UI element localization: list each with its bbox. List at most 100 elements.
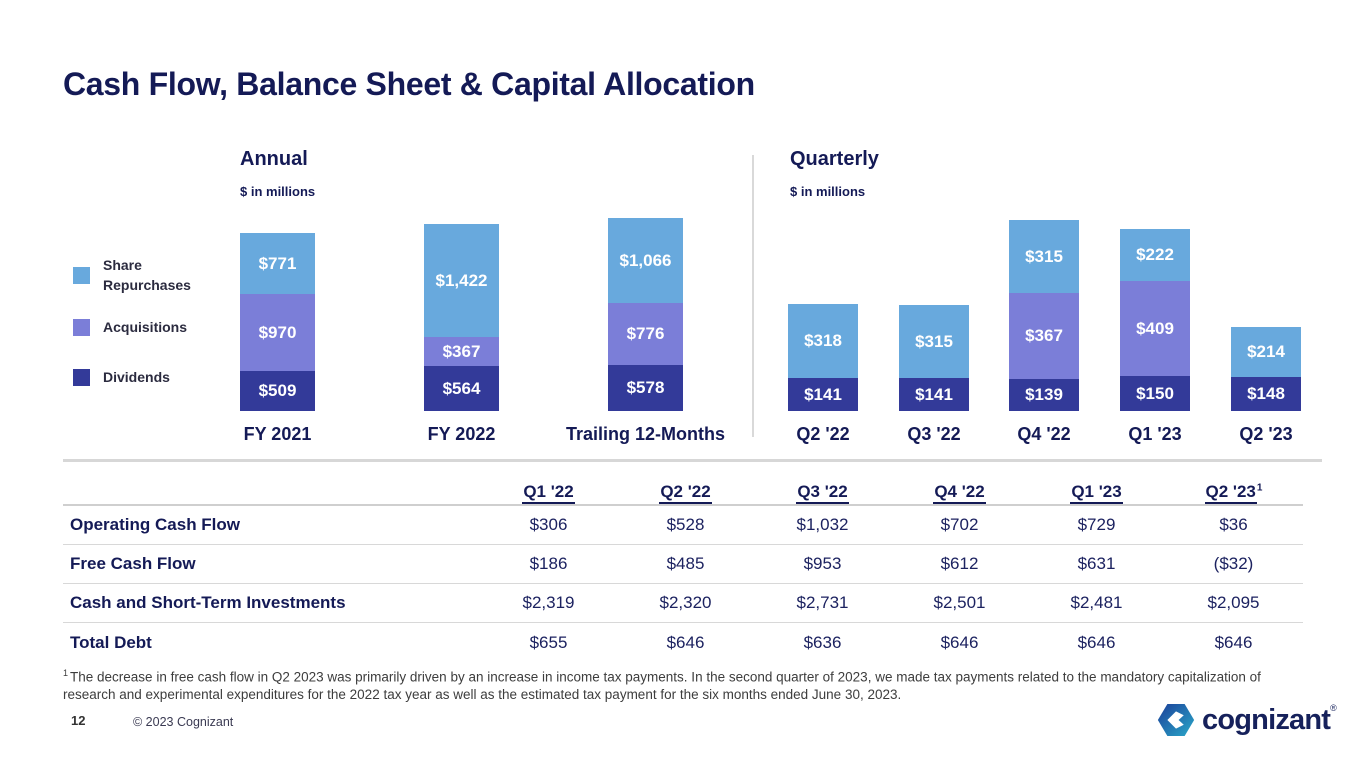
- table-header-row: Q1 '22 Q2 '22 Q3 '22 Q4 '22 Q1 '23 Q2 '231: [63, 479, 1303, 506]
- table-cell-value: $636: [803, 632, 842, 652]
- table-cell-value: $485: [666, 554, 705, 573]
- financial-table: Q1 '22 Q2 '22 Q3 '22 Q4 '22 Q1 '23 Q2 '231 Ope…: [63, 479, 1303, 662]
- table-column-header: Q2 '231: [1165, 481, 1302, 504]
- column-header-label: Q1 '22: [522, 481, 575, 504]
- table-cell-value: $953: [803, 554, 842, 573]
- row-label: Free Cash Flow: [70, 554, 196, 573]
- stacked-bar: $578 $776 $1,066: [608, 218, 683, 411]
- bar-value-label: $970: [258, 322, 297, 342]
- table-cell-value: $646: [1077, 632, 1116, 652]
- bar-segment-dividends: $564: [424, 366, 499, 411]
- bar-value-label: $150: [1136, 383, 1174, 403]
- page-title: Cash Flow, Balance Sheet & Capital Alloc…: [63, 66, 755, 102]
- bar-segment-dividends: $150: [1120, 376, 1190, 411]
- registered-mark: ®: [1330, 703, 1337, 713]
- table-cell-value: $2,501: [933, 593, 986, 612]
- table-column-header: Q1 '22: [480, 481, 617, 504]
- table-cell-value: $702: [940, 515, 979, 534]
- bar-segment-dividends: $148: [1231, 377, 1301, 411]
- page-number: 12: [71, 713, 86, 728]
- annual-chart-subtitle: $ in millions: [240, 184, 316, 199]
- table-cell-value: $528: [666, 515, 705, 534]
- bar-segment-share-repurchases: $771: [240, 233, 315, 294]
- stacked-bar: $148 $214: [1231, 327, 1301, 411]
- horizontal-divider: [63, 459, 1322, 462]
- category-label: FY 2022: [427, 424, 496, 444]
- bar-value-label: $214: [1247, 342, 1285, 361]
- bar-value-label: $139: [1025, 385, 1063, 404]
- stacked-bar: $139 $367 $315: [1009, 220, 1079, 411]
- table-cell-value: $2,481: [1070, 593, 1123, 612]
- quarterly-chart-subtitle: $ in millions: [790, 184, 866, 199]
- acquisitions-swatch-icon: [73, 318, 90, 336]
- table-cell-value: $631: [1077, 554, 1116, 573]
- bar-value-label: $776: [626, 324, 665, 343]
- row-label: Total Debt: [70, 632, 152, 652]
- bar-segment-share-repurchases: $315: [1009, 220, 1079, 293]
- bar-segment-share-repurchases: $222: [1120, 229, 1190, 281]
- row-label: Cash and Short-Term Investments: [70, 593, 346, 612]
- category-label: Q2 '22: [796, 424, 850, 444]
- stacked-bar: $150 $409 $222: [1120, 229, 1190, 411]
- footnote-superscript: 1: [63, 668, 69, 678]
- bar-segment-acquisitions: $776: [608, 303, 683, 365]
- bar-segment-acquisitions: $970: [240, 294, 315, 371]
- table-cell-value: $646: [1214, 632, 1253, 652]
- bar-segment-acquisitions: $367: [1009, 293, 1079, 379]
- category-label: Q2 '23: [1239, 424, 1293, 444]
- bar-segment-dividends: $141: [899, 378, 969, 411]
- table-cell-value: $186: [529, 554, 568, 573]
- bar-value-label: $564: [442, 378, 481, 398]
- table-column-header: Q3 '22: [754, 481, 891, 504]
- table-cell-value: $612: [940, 554, 979, 573]
- cognizant-wordmark: cognizant: [1202, 703, 1331, 736]
- table-cell-value: $2,320: [659, 593, 712, 612]
- bar-value-label: $141: [915, 384, 953, 404]
- bar-segment-share-repurchases: $315: [899, 305, 969, 378]
- bar-value-label: $367: [1025, 326, 1063, 345]
- bar-segment-dividends: $578: [608, 365, 683, 411]
- column-header-label: Q3 '22: [796, 481, 849, 504]
- bar-segment-dividends: $509: [240, 371, 315, 411]
- bar-value-label: $315: [1025, 246, 1063, 266]
- row-label: Operating Cash Flow: [70, 515, 241, 534]
- bar-value-label: $141: [804, 384, 842, 404]
- table-cell-value: $729: [1077, 515, 1116, 534]
- category-label: Q1 '23: [1128, 424, 1182, 444]
- table-cell-value: $2,319: [522, 593, 575, 612]
- column-header-label: Q2 '23: [1204, 481, 1257, 504]
- stacked-bar: $509 $970 $771: [240, 233, 315, 411]
- category-label: Q3 '22: [907, 424, 961, 444]
- table-cell-value: $306: [529, 515, 568, 534]
- bar-segment-dividends: $139: [1009, 379, 1079, 411]
- footnote-text: The decrease in free cash flow in Q2 202…: [63, 669, 1261, 703]
- share-repurchases-swatch-icon: [73, 266, 90, 284]
- bar-segment-share-repurchases: $1,422: [424, 224, 499, 337]
- dividends-swatch-icon: [73, 368, 90, 386]
- bar-segment-share-repurchases: $214: [1231, 327, 1301, 377]
- bar-segment-share-repurchases: $318: [788, 304, 858, 378]
- table-row: Total Debt $655 $646 $636 $646 $646 $646: [63, 623, 1303, 662]
- bar-value-label: $222: [1136, 245, 1174, 264]
- column-header-label: Q2 '22: [659, 481, 712, 504]
- table-cell-value: $1,032: [796, 515, 849, 534]
- bar-value-label: $1,422: [435, 270, 488, 290]
- legend-label: Acquisitions: [103, 319, 188, 335]
- stacked-bar: $141 $315: [899, 305, 969, 411]
- stacked-bar: $141 $318: [788, 304, 858, 411]
- bar-value-label: $315: [915, 331, 953, 351]
- category-label: FY 2021: [243, 424, 312, 444]
- bar-value-label: $318: [804, 331, 842, 350]
- bar-value-label: $367: [442, 341, 481, 361]
- table-row: Operating Cash Flow $306 $528 $1,032 $702 $72…: [63, 506, 1303, 545]
- cognizant-hexagon-icon: [1157, 704, 1195, 736]
- table-cell-value: $2,095: [1207, 593, 1260, 612]
- legend-item-dividends: Dividends: [73, 367, 207, 387]
- category-label: Trailing 12-Months: [565, 424, 726, 444]
- stacked-bar: $564 $367 $1,422: [424, 224, 499, 411]
- bar-value-label: $148: [1247, 384, 1285, 403]
- table-column-header: Q1 '23: [1028, 481, 1165, 504]
- column-header-superscript: 1: [1256, 482, 1263, 494]
